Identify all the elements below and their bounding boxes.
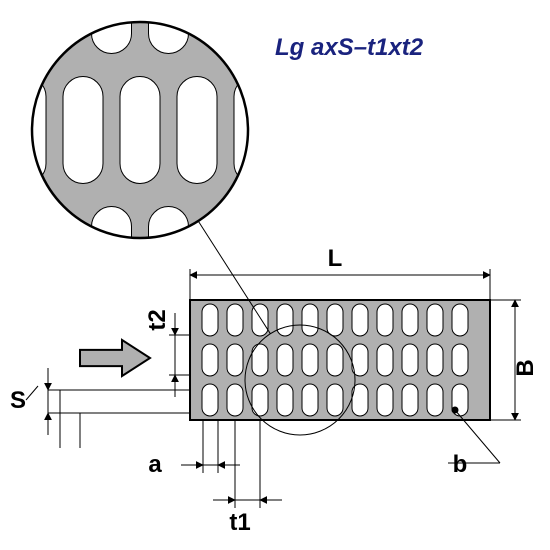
dimension-B: B [490,300,539,420]
diagram-root: Lg axS–t1xt2 L B S a t1 t2 b [0,0,550,550]
perforated-sheet [190,300,490,420]
svg-text:b: b [453,451,468,478]
dimension-t1: t1 [213,420,282,536]
sheet-slots [202,304,468,416]
svg-text:B: B [512,359,539,376]
svg-text:L: L [328,245,343,272]
dimension-L: L [190,245,490,300]
dimension-a: a [148,420,240,478]
dimension-S: S [10,368,80,448]
svg-text:S: S [10,387,26,414]
dimension-t2: t2 [144,309,190,397]
diagram-title: Lg axS–t1xt2 [275,34,424,61]
svg-text:t1: t1 [229,509,250,536]
svg-text:a: a [148,451,162,478]
projection-arrow-icon [80,340,150,376]
edge-profile-lines [60,390,190,413]
svg-text:t2: t2 [144,309,171,330]
